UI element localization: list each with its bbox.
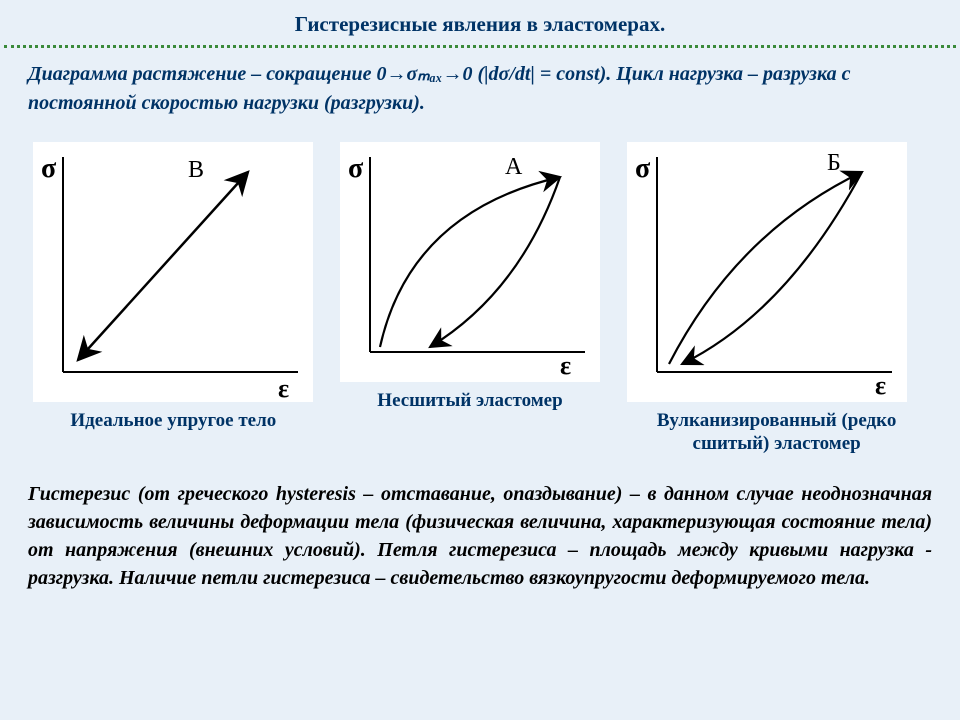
divider bbox=[4, 45, 956, 48]
svg-text:ε: ε bbox=[560, 351, 571, 380]
chart-ideal-elastic: σ ε B Идеальное упругое тело bbox=[33, 142, 313, 433]
point-label-b2: Б bbox=[827, 150, 841, 176]
svg-text:σ: σ bbox=[635, 153, 651, 184]
svg-text:ε: ε bbox=[875, 371, 886, 400]
point-label-a: A bbox=[505, 154, 523, 180]
plot-uncrosslinked: σ ε A bbox=[340, 142, 600, 382]
svg-text:ε: ε bbox=[278, 374, 289, 402]
plot-ideal-elastic: σ ε B bbox=[33, 142, 313, 402]
chart-uncrosslinked: σ ε A Несшитый эластомер bbox=[340, 142, 600, 413]
svg-text:σ: σ bbox=[41, 153, 57, 184]
caption-uncrosslinked: Несшитый эластомер bbox=[340, 390, 600, 413]
plot-vulcanized: σ ε Б bbox=[627, 142, 907, 402]
chart-vulcanized: σ ε Б Вулканизированный (редко сшитый) э… bbox=[627, 142, 927, 456]
caption-ideal: Идеальное упругое тело bbox=[33, 410, 313, 433]
intro-text: Диаграмма растяжение – сокращение 0→σₘₐₓ… bbox=[0, 60, 960, 142]
charts-row: σ ε B Идеальное упругое тело σ ε bbox=[0, 142, 960, 456]
point-label-b: B bbox=[188, 157, 204, 183]
definition-text: Гистерезис (от греческого hysteresis – о… bbox=[0, 456, 960, 592]
svg-text:σ: σ bbox=[348, 153, 364, 184]
caption-vulcanized: Вулканизированный (редко сшитый) эластом… bbox=[627, 410, 927, 456]
page-title: Гистерезисные явления в эластомерах. bbox=[0, 0, 960, 45]
